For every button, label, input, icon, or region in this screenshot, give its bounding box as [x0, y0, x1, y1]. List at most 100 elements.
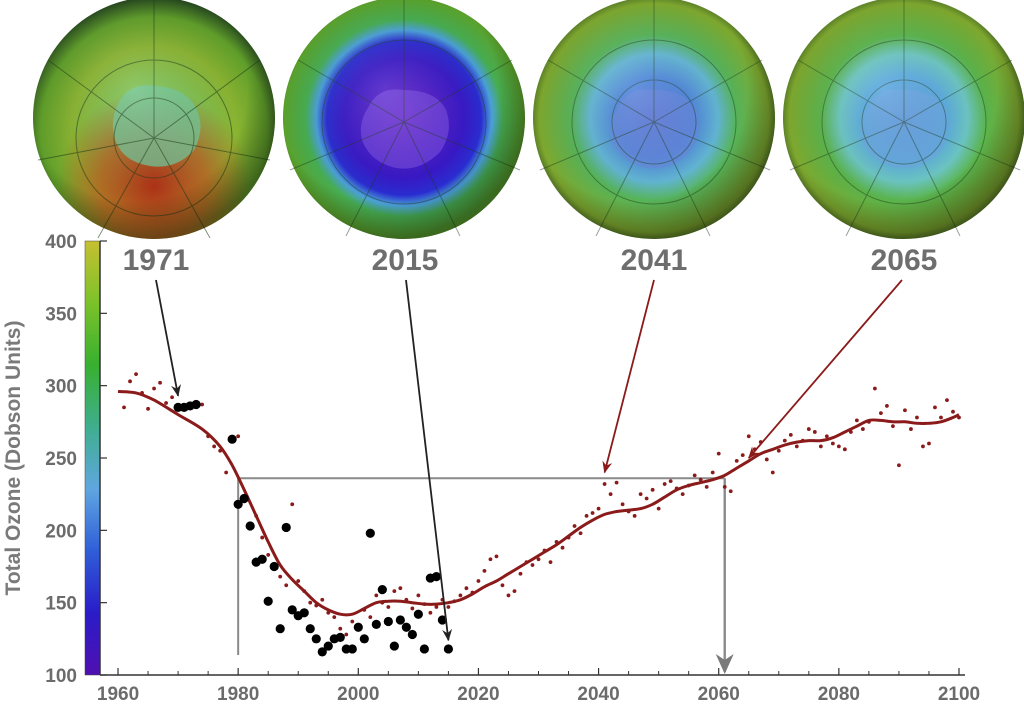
observation-point — [257, 554, 267, 564]
x-tick-label: 1960 — [97, 684, 139, 705]
model-point — [782, 438, 787, 443]
observation-point — [227, 434, 237, 444]
model-point — [794, 444, 799, 449]
ozone-map-1971 — [33, 0, 275, 239]
model-point — [872, 386, 877, 391]
observation-point — [389, 641, 399, 651]
x-tick-label: 2020 — [457, 684, 499, 705]
observation-point — [263, 596, 273, 606]
model-point — [374, 593, 379, 598]
model-point — [650, 487, 655, 492]
model-point — [482, 568, 487, 573]
model-point — [806, 427, 811, 431]
model-point — [578, 531, 583, 536]
observation-point — [275, 624, 285, 634]
year-label-2041: 2041 — [621, 244, 688, 277]
map-arrow-1971 — [155, 279, 181, 397]
model-point — [236, 434, 241, 439]
model-point — [608, 492, 613, 497]
observation-point — [311, 634, 321, 644]
y-tick-label: 200 — [45, 521, 77, 542]
model-point — [506, 593, 511, 598]
model-point — [350, 619, 355, 624]
model-point — [812, 430, 817, 434]
model-point — [530, 563, 535, 567]
model-point — [632, 513, 637, 518]
model-point — [146, 406, 150, 411]
year-label-1971: 1971 — [123, 244, 190, 277]
x-tick-label: 2080 — [818, 684, 860, 705]
year-labels: 1971 2015 2041 2065 — [123, 244, 938, 277]
model-point — [344, 632, 349, 637]
model-point — [266, 553, 271, 557]
model-point — [927, 441, 931, 446]
observation-point — [371, 619, 381, 629]
y-tick-label: 150 — [45, 594, 77, 615]
x-tick-label: 2100 — [938, 684, 980, 705]
model-point — [560, 545, 565, 550]
model-point — [500, 583, 505, 588]
model-point — [212, 444, 217, 449]
map-arrows — [155, 279, 903, 642]
model-point — [903, 408, 907, 413]
model-point — [512, 589, 517, 593]
model-point — [158, 380, 162, 385]
map-arrow-2015 — [405, 279, 453, 642]
model-point — [680, 492, 685, 497]
observation-point — [245, 521, 255, 531]
y-tick-label: 100 — [45, 666, 77, 687]
model-point — [933, 405, 937, 410]
year-label-2015: 2015 — [372, 244, 439, 277]
model-point — [704, 485, 709, 489]
x-tick-label: 2040 — [577, 684, 619, 705]
model-point — [818, 444, 823, 449]
x-tick-label: 2000 — [337, 684, 379, 705]
model-point — [788, 432, 793, 437]
model-point — [278, 574, 283, 579]
y-tick-label: 300 — [45, 377, 77, 398]
model-point — [296, 579, 301, 583]
observation-points — [173, 399, 454, 657]
model-point — [734, 458, 739, 463]
observation-point — [287, 605, 297, 615]
observation-point — [431, 572, 441, 582]
colorbar — [84, 240, 101, 676]
y-tick-label: 350 — [45, 304, 77, 325]
model-point — [776, 448, 781, 453]
model-point — [879, 411, 883, 416]
map-arrow-2065 — [748, 279, 903, 459]
model-point — [398, 586, 403, 591]
observation-point — [413, 609, 423, 619]
model-point — [951, 409, 955, 414]
observation-point — [347, 644, 357, 654]
model-point — [662, 482, 667, 486]
model-point — [692, 473, 697, 478]
model-point — [668, 479, 673, 484]
model-point — [290, 502, 295, 507]
model-point — [638, 492, 643, 497]
model-points — [122, 372, 961, 637]
observation-point — [323, 641, 333, 651]
model-point — [572, 524, 577, 528]
model-point — [548, 560, 553, 565]
observation-point — [299, 608, 309, 618]
model-point — [885, 404, 889, 408]
model-point — [854, 418, 859, 423]
model-point — [410, 606, 415, 611]
y-tick-label: 250 — [45, 449, 77, 470]
model-point — [614, 480, 619, 485]
model-point — [260, 535, 265, 540]
reference-lines — [237, 477, 734, 674]
model-point — [200, 402, 205, 407]
observation-point — [239, 493, 249, 504]
model-point — [320, 597, 325, 602]
model-point — [897, 463, 901, 468]
model-point — [122, 405, 126, 410]
model-point — [464, 586, 469, 591]
year-label-2065: 2065 — [871, 244, 938, 277]
model-point — [740, 453, 745, 458]
model-point — [644, 496, 649, 501]
model-point — [164, 401, 168, 405]
observation-point — [395, 615, 405, 625]
